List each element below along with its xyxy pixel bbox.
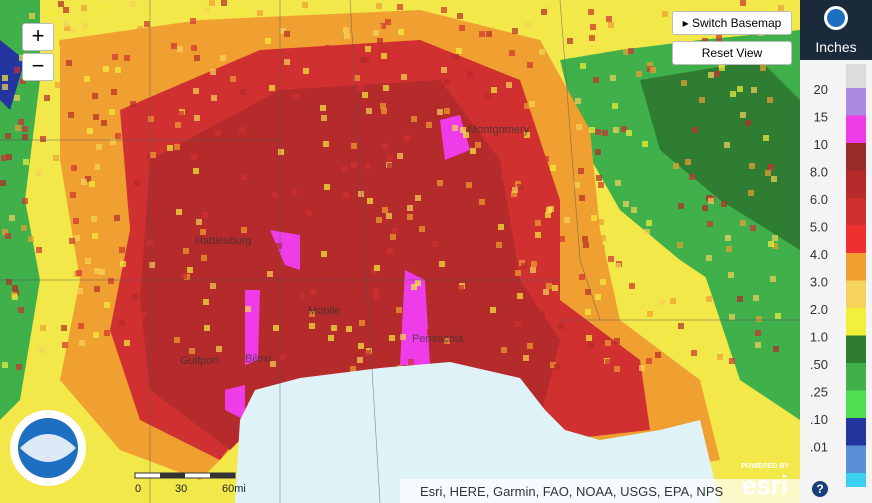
legend-label: 20 (814, 82, 828, 97)
legend-swatch (846, 198, 866, 226)
legend-swatch (846, 225, 866, 253)
legend-label: 5.0 (810, 220, 828, 235)
legend-label: 4.0 (810, 247, 828, 262)
legend-label: 2.0 (810, 302, 828, 317)
legend-label: .50 (810, 357, 828, 372)
legend: Inches ? 20 15 10 8.0 6.0 5.0 4.0 3.0 2.0 1.0 .50.… (800, 0, 872, 503)
legend-swatch (846, 335, 866, 363)
legend-label: .01 (810, 440, 828, 455)
map (0, 0, 800, 503)
legend-swatch (846, 143, 866, 171)
legend-swatch (846, 363, 866, 391)
help[interactable]: ? (816, 482, 823, 496)
legend-label: 1.0 (810, 330, 828, 345)
legend-swatch (846, 170, 866, 198)
zoom-out[interactable]: − (22, 53, 54, 81)
legend-swatch (846, 253, 866, 281)
legend-swatch (846, 390, 866, 418)
switch-basemap[interactable]: ▸ Switch Basemap (672, 11, 792, 35)
legend-swatch (846, 445, 866, 473)
legend-swatch (846, 88, 866, 116)
legend-label: 3.0 (810, 275, 828, 290)
legend-label: .10 (810, 412, 828, 427)
legend-label: 8.0 (810, 165, 828, 180)
legend-label: .25 (810, 385, 828, 400)
legend-swatch (846, 115, 866, 143)
legend-label: 15 (814, 110, 828, 125)
zoom-in[interactable]: + (22, 23, 54, 51)
legend-swatch (846, 418, 866, 446)
legend-label: 10 (814, 137, 828, 152)
legend-label: 6.0 (810, 192, 828, 207)
reset-view[interactable]: Reset View (672, 41, 792, 65)
button-label: Switch Basemap (691, 16, 782, 30)
legend-swatch (846, 280, 866, 308)
legend-swatch (846, 308, 866, 336)
legend-unit: Inches (815, 39, 856, 55)
